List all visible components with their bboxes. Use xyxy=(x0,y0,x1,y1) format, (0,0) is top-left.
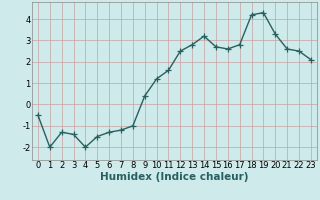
X-axis label: Humidex (Indice chaleur): Humidex (Indice chaleur) xyxy=(100,172,249,182)
